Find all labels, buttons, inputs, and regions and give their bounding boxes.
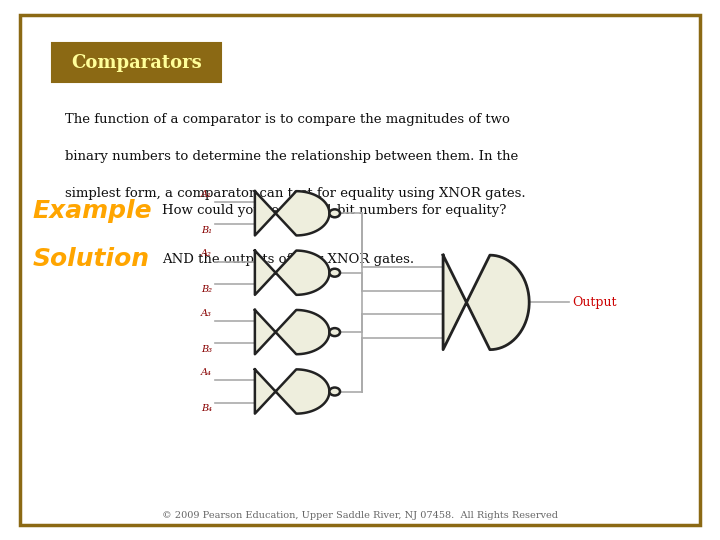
FancyBboxPatch shape	[52, 43, 221, 82]
Polygon shape	[443, 255, 529, 350]
Text: Comparators: Comparators	[71, 53, 202, 72]
Text: B₁: B₁	[201, 226, 212, 235]
Text: How could you test two 4-bit numbers for equality?: How could you test two 4-bit numbers for…	[162, 204, 506, 217]
Text: B₄: B₄	[201, 404, 212, 413]
FancyBboxPatch shape	[20, 15, 700, 525]
Text: Output: Output	[572, 296, 617, 309]
Text: AND the outputs of four XNOR gates.: AND the outputs of four XNOR gates.	[162, 253, 414, 266]
Polygon shape	[255, 310, 329, 354]
Text: The function of a comparator is to compare the magnitudes of two: The function of a comparator is to compa…	[65, 113, 510, 126]
Polygon shape	[255, 191, 329, 235]
Circle shape	[329, 269, 340, 276]
Text: B₃: B₃	[201, 345, 212, 354]
Polygon shape	[255, 369, 329, 414]
Circle shape	[329, 328, 340, 336]
Text: Solution: Solution	[32, 247, 150, 271]
Text: simplest form, a comparator can test for equality using XNOR gates.: simplest form, a comparator can test for…	[65, 187, 526, 200]
Circle shape	[329, 210, 340, 217]
Text: Example: Example	[32, 199, 152, 222]
Polygon shape	[255, 251, 329, 295]
Text: B₂: B₂	[201, 285, 212, 294]
Text: A₂: A₂	[201, 249, 212, 258]
Text: binary numbers to determine the relationship between them. In the: binary numbers to determine the relation…	[65, 150, 518, 163]
Circle shape	[329, 388, 340, 395]
Text: A₁: A₁	[201, 190, 212, 199]
Text: A₃: A₃	[201, 309, 212, 318]
Text: © 2009 Pearson Education, Upper Saddle River, NJ 07458.  All Rights Reserved: © 2009 Pearson Education, Upper Saddle R…	[162, 511, 558, 520]
Text: A₄: A₄	[201, 368, 212, 377]
